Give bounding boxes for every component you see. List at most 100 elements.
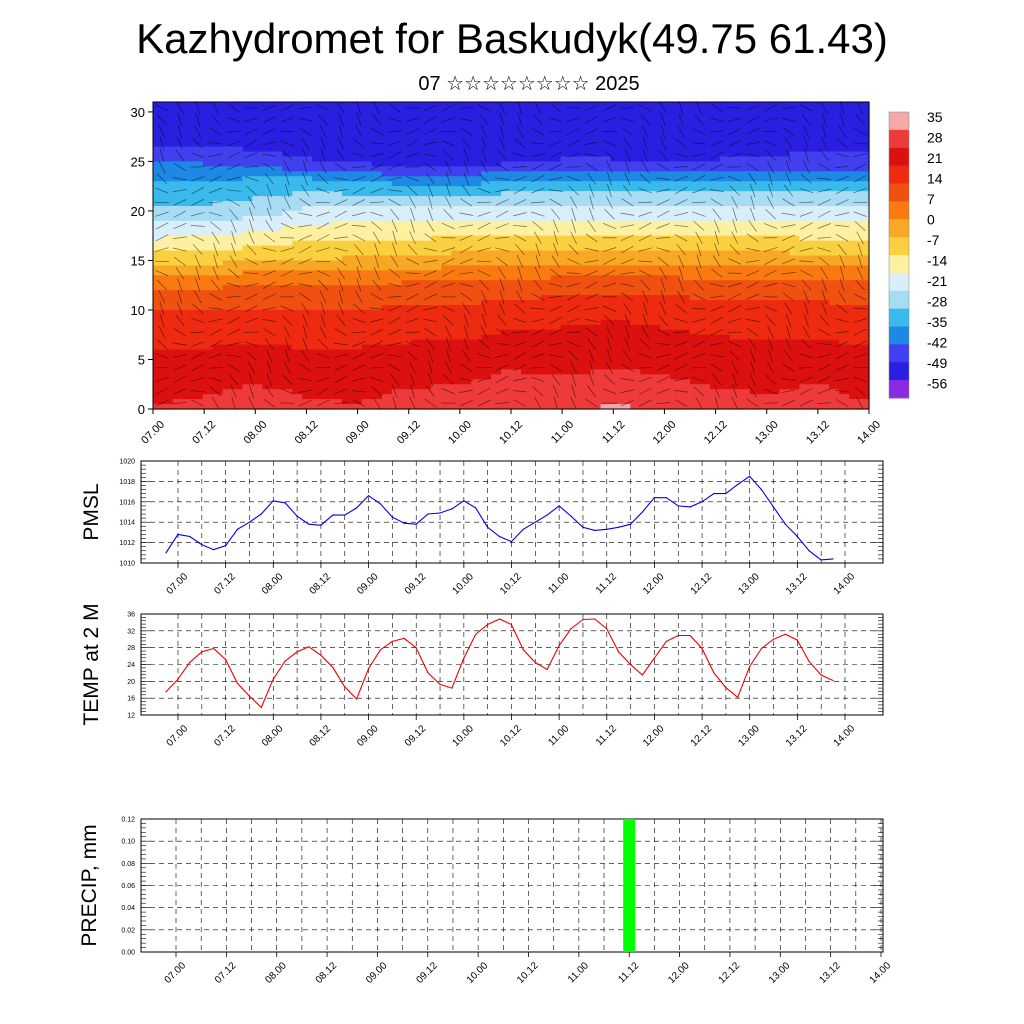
field-cell <box>232 389 244 395</box>
field-cell <box>680 205 691 212</box>
field-cell <box>332 329 343 336</box>
field-cell <box>799 314 810 321</box>
field-cell <box>182 324 194 331</box>
field-cell <box>849 196 860 202</box>
wind-barb <box>280 257 294 265</box>
field-cell <box>182 364 194 370</box>
field-cell <box>690 265 701 271</box>
field-cell <box>819 255 830 262</box>
field-cell <box>600 141 612 148</box>
chart-subtitle: 07 ☆☆☆☆☆☆☆☆ 2025 <box>418 73 640 95</box>
field-cell <box>182 176 194 182</box>
field-cell <box>590 230 602 237</box>
field-cell <box>600 384 612 390</box>
field-cell <box>600 205 612 212</box>
field-cell <box>202 334 214 341</box>
field-cell <box>202 136 214 143</box>
field-cell <box>153 290 164 296</box>
field-cell <box>670 220 681 227</box>
field-cell <box>312 394 323 400</box>
field-cell <box>332 280 343 286</box>
field-cell <box>252 176 263 182</box>
field-cell <box>272 295 283 301</box>
field-cell <box>580 344 592 351</box>
field-cell <box>501 260 512 266</box>
field-cell <box>242 196 254 202</box>
field-cell <box>650 230 661 237</box>
field-cell <box>232 240 244 247</box>
field-cell <box>162 319 174 326</box>
field-cell <box>739 260 751 266</box>
field-cell <box>709 300 721 306</box>
field-cell <box>739 106 751 113</box>
field-cell <box>729 220 741 227</box>
field-cell <box>680 250 691 257</box>
wind-barb <box>195 278 201 292</box>
wind-barb <box>459 389 474 393</box>
field-cell <box>312 166 323 172</box>
field-cell <box>839 196 850 202</box>
field-cell <box>560 329 572 336</box>
field-cell <box>252 285 263 291</box>
field-cell <box>849 399 860 405</box>
field-cell <box>749 176 761 182</box>
field-cell <box>849 191 860 197</box>
field-cell <box>749 384 761 390</box>
field-cell <box>749 126 761 133</box>
field-cell <box>749 260 761 266</box>
field-cell <box>670 309 681 316</box>
field-cell <box>262 384 273 390</box>
field-cell <box>172 364 184 370</box>
field-cell <box>332 186 343 192</box>
field-cell <box>391 146 403 153</box>
field-cell <box>391 131 403 138</box>
wind-barb <box>282 374 293 385</box>
field-cell <box>341 141 353 148</box>
field-cell <box>481 161 492 167</box>
field-cell <box>709 334 721 341</box>
field-cell <box>769 300 781 306</box>
wind-barb <box>495 328 509 337</box>
field-cell <box>501 349 512 356</box>
field-cell <box>719 344 731 351</box>
field-cell <box>322 126 333 133</box>
field-cell <box>371 300 383 306</box>
field-cell <box>162 141 174 148</box>
field-cell <box>520 359 532 366</box>
field-cell <box>660 245 671 252</box>
field-cell <box>650 205 661 212</box>
field-cell <box>192 136 204 143</box>
field-cell <box>560 354 572 361</box>
field-cell <box>332 106 343 113</box>
field-cell <box>341 399 353 405</box>
field-cell <box>212 399 224 405</box>
field-cell <box>849 359 860 366</box>
field-cell <box>560 349 572 356</box>
field-cell <box>401 126 413 133</box>
wind-barb <box>424 233 437 243</box>
field-cell <box>182 156 194 163</box>
field-cell <box>759 339 771 346</box>
field-cell <box>610 265 621 271</box>
field-cell <box>312 285 323 291</box>
field-cell <box>421 265 433 271</box>
wind-barb <box>477 353 491 359</box>
field-cell <box>520 404 532 410</box>
field-cell <box>421 270 433 276</box>
field-cell <box>501 186 512 192</box>
field-cell <box>580 349 592 356</box>
field-cell <box>719 141 731 148</box>
wind-barb <box>249 219 254 233</box>
field-cell <box>202 186 214 192</box>
field-cell <box>272 106 283 113</box>
field-cell <box>799 215 810 222</box>
field-cell <box>511 166 522 172</box>
field-cell <box>501 329 512 336</box>
field-cell <box>849 121 860 128</box>
field-cell <box>570 399 582 405</box>
field-cell <box>749 404 761 410</box>
field-cell <box>690 131 701 138</box>
field-cell <box>451 275 462 281</box>
field-cell <box>172 319 184 326</box>
field-cell <box>550 186 562 192</box>
